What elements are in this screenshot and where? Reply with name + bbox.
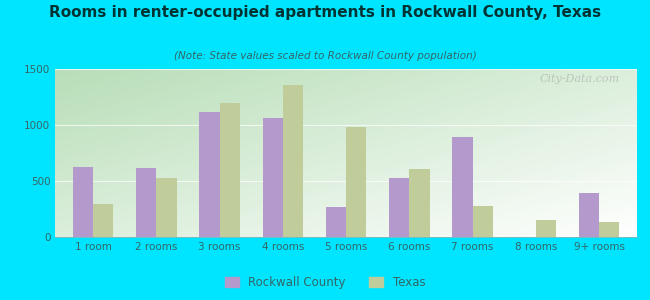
Bar xyxy=(389,178,410,237)
Bar xyxy=(93,204,113,237)
Bar xyxy=(200,112,220,237)
Bar xyxy=(73,167,93,237)
Bar xyxy=(326,207,346,237)
Text: Rooms in renter-occupied apartments in Rockwall County, Texas: Rooms in renter-occupied apartments in R… xyxy=(49,4,601,20)
Bar xyxy=(220,103,240,237)
Bar xyxy=(157,178,177,237)
Bar xyxy=(283,85,303,237)
Bar xyxy=(599,222,619,237)
Bar xyxy=(473,206,493,237)
Bar xyxy=(536,220,556,237)
Text: City-Data.com: City-Data.com xyxy=(540,74,619,84)
Bar xyxy=(346,127,367,237)
Bar xyxy=(579,193,599,237)
Legend: Rockwall County, Texas: Rockwall County, Texas xyxy=(220,272,430,294)
Bar xyxy=(410,169,430,237)
Bar xyxy=(452,137,473,237)
Bar xyxy=(263,118,283,237)
Bar xyxy=(136,168,157,237)
Text: (Note: State values scaled to Rockwall County population): (Note: State values scaled to Rockwall C… xyxy=(174,51,476,61)
